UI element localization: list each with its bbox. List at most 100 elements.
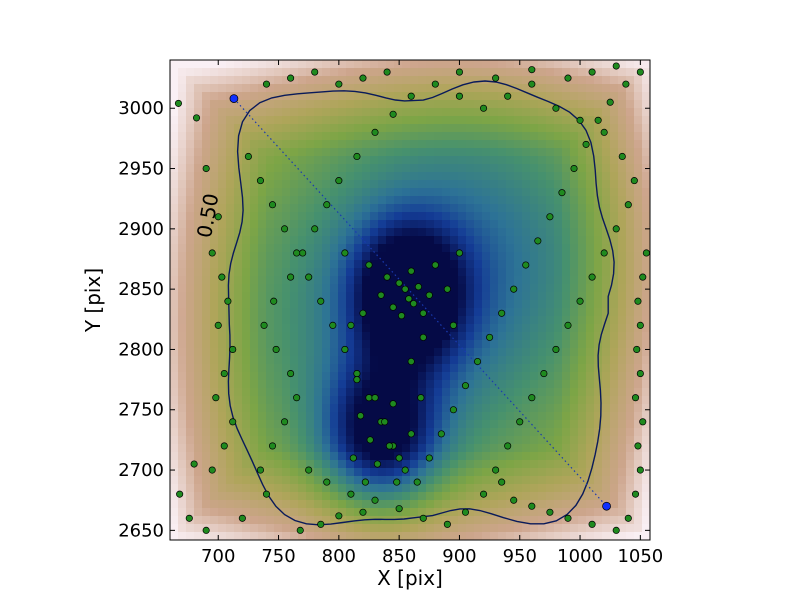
density-cell (386, 260, 395, 269)
density-cell (530, 324, 539, 333)
density-cell (370, 372, 379, 381)
density-cell (482, 460, 491, 469)
density-cell (578, 516, 587, 525)
density-cell (562, 244, 571, 253)
density-cell (266, 212, 275, 221)
density-cell (258, 476, 267, 485)
density-cell (250, 116, 259, 125)
density-cell (250, 404, 259, 413)
y-tick-label: 2950 (118, 159, 164, 180)
density-cell (290, 204, 299, 213)
density-cell (178, 260, 187, 269)
density-cell (442, 252, 451, 261)
density-cell (282, 76, 291, 85)
density-cell (298, 84, 307, 93)
density-cell (178, 100, 187, 109)
density-cell (234, 276, 243, 285)
density-cell (450, 420, 459, 429)
density-cell (210, 180, 219, 189)
scatter-point (419, 514, 427, 522)
density-cell (538, 92, 547, 101)
density-cell (442, 316, 451, 325)
density-cell (218, 124, 227, 133)
density-cell (282, 236, 291, 245)
density-cell (274, 436, 283, 445)
density-cell (298, 300, 307, 309)
density-cell (338, 76, 347, 85)
density-cell (450, 484, 459, 493)
density-cell (186, 268, 195, 277)
density-cell (186, 68, 195, 77)
density-cell (306, 324, 315, 333)
density-cell (514, 436, 523, 445)
density-cell (250, 340, 259, 349)
density-cell (202, 356, 211, 365)
density-cell (618, 364, 627, 373)
density-cell (546, 204, 555, 213)
density-cell (418, 132, 427, 141)
density-cell (226, 204, 235, 213)
density-cell (354, 140, 363, 149)
density-cell (522, 60, 531, 69)
density-cell (322, 300, 331, 309)
density-cell (586, 412, 595, 421)
density-cell (642, 196, 650, 205)
density-cell (442, 124, 451, 133)
density-cell (298, 108, 307, 117)
density-cell (298, 292, 307, 301)
density-cell (418, 444, 427, 453)
density-cell (354, 284, 363, 293)
density-cell (402, 180, 411, 189)
density-cell (306, 452, 315, 461)
density-cell (506, 500, 515, 509)
density-cell (594, 100, 603, 109)
density-cell (274, 276, 283, 285)
density-cell (626, 268, 635, 277)
density-cell (298, 396, 307, 405)
density-cell (362, 84, 371, 93)
density-cell (306, 268, 315, 277)
density-cell (194, 452, 203, 461)
density-cell (618, 76, 627, 85)
density-cell (370, 148, 379, 157)
density-cell (562, 404, 571, 413)
density-cell (522, 268, 531, 277)
density-cell (602, 348, 611, 357)
density-cell (554, 468, 563, 477)
density-cell (322, 60, 331, 69)
density-cell (370, 92, 379, 101)
density-cell (338, 132, 347, 141)
density-cell (418, 140, 427, 149)
density-cell (242, 116, 251, 125)
density-cell (602, 156, 611, 165)
density-cell (426, 84, 435, 93)
density-cell (418, 236, 427, 245)
density-cell (394, 212, 403, 221)
density-cell (466, 316, 475, 325)
density-cell (522, 300, 531, 309)
density-cell (482, 436, 491, 445)
density-cell (218, 60, 227, 69)
scatter-point (256, 466, 265, 474)
density-cell (474, 252, 483, 261)
density-cell (402, 380, 411, 389)
density-cell (218, 236, 227, 245)
density-cell (314, 268, 323, 277)
density-cell (306, 196, 315, 205)
density-cell (242, 164, 251, 173)
density-cell (314, 476, 323, 485)
density-cell (314, 76, 323, 85)
density-cell (498, 404, 507, 413)
density-cell (410, 148, 419, 157)
density-cell (362, 468, 371, 477)
density-cell (370, 188, 379, 197)
density-cell (314, 444, 323, 453)
density-cell (570, 372, 579, 381)
density-cell (362, 420, 371, 429)
density-cell (226, 364, 235, 373)
density-cell (194, 108, 203, 117)
density-cell (610, 380, 619, 389)
density-cell (538, 84, 547, 93)
density-cell (258, 68, 267, 77)
density-cell (634, 484, 643, 493)
